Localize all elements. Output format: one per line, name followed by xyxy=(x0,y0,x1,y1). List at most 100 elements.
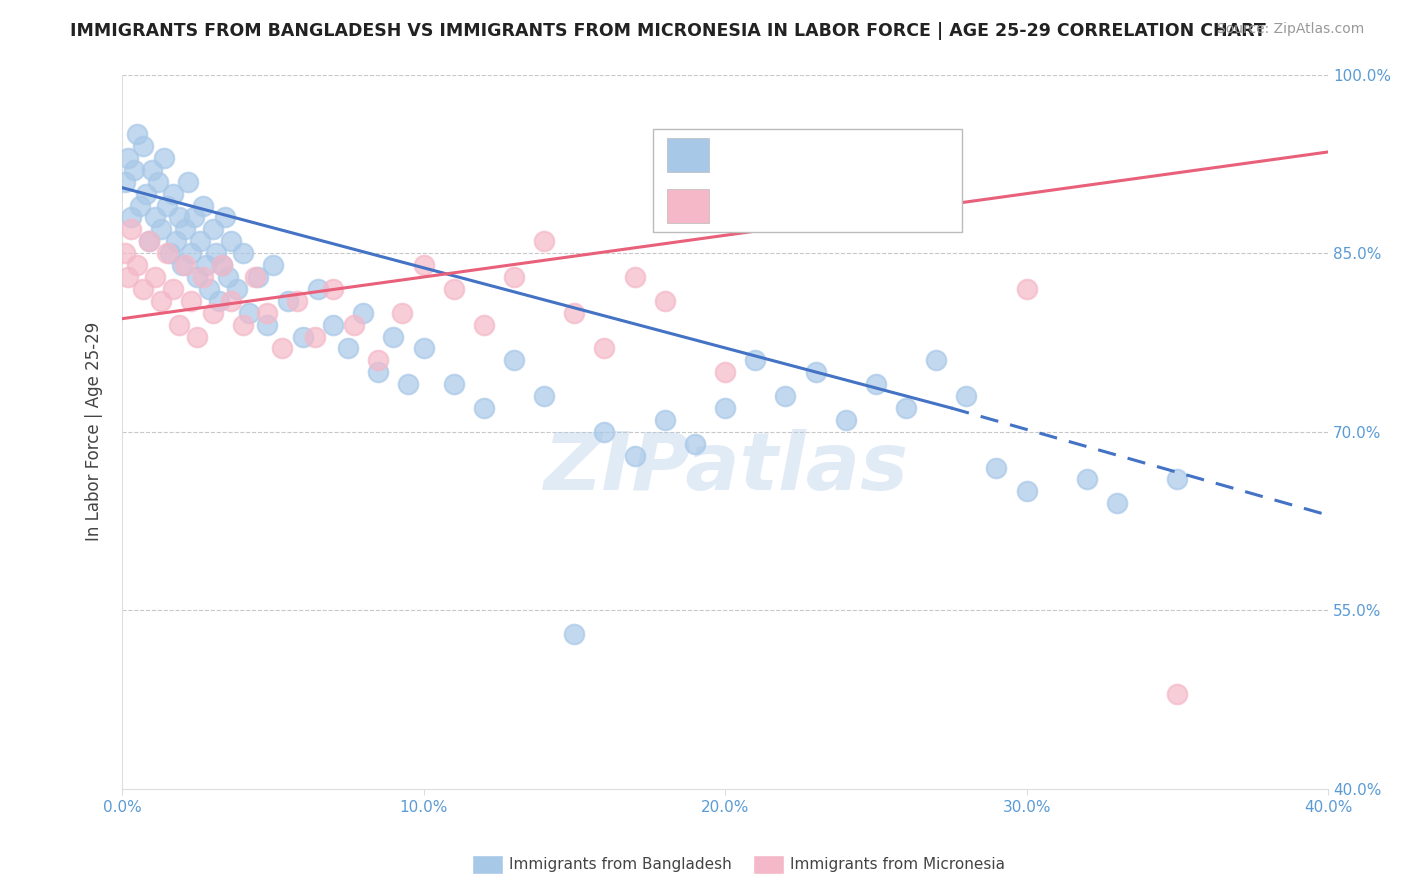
Point xyxy=(834,413,856,427)
Point xyxy=(204,246,226,260)
Point xyxy=(277,293,299,308)
Point xyxy=(654,293,676,308)
Point xyxy=(443,377,465,392)
Point xyxy=(398,377,420,392)
Point xyxy=(150,222,173,236)
Point xyxy=(412,258,434,272)
Point xyxy=(162,282,184,296)
Point xyxy=(562,306,585,320)
Point xyxy=(503,270,526,285)
Point xyxy=(503,353,526,368)
Point xyxy=(122,162,145,177)
Point xyxy=(156,246,179,260)
Point xyxy=(135,186,157,201)
Point xyxy=(172,258,194,272)
Point xyxy=(120,222,142,236)
Point xyxy=(193,270,215,285)
Point xyxy=(195,258,218,272)
Point xyxy=(219,234,242,248)
Point xyxy=(186,270,208,285)
Point xyxy=(1015,484,1038,499)
Point xyxy=(232,318,254,332)
Point xyxy=(198,282,221,296)
Point xyxy=(127,258,149,272)
Point xyxy=(214,211,236,225)
Point xyxy=(114,175,136,189)
Point xyxy=(391,306,413,320)
Point xyxy=(925,353,948,368)
Point xyxy=(270,342,292,356)
Point xyxy=(472,318,495,332)
Point xyxy=(1076,473,1098,487)
Y-axis label: In Labor Force | Age 25-29: In Labor Force | Age 25-29 xyxy=(86,322,103,541)
Point xyxy=(894,401,917,415)
Point xyxy=(1166,473,1188,487)
Point xyxy=(117,151,139,165)
Point xyxy=(343,318,366,332)
Point xyxy=(180,293,202,308)
Text: Immigrants from Bangladesh: Immigrants from Bangladesh xyxy=(509,857,731,871)
Point xyxy=(141,162,163,177)
Point xyxy=(1015,282,1038,296)
Text: IMMIGRANTS FROM BANGLADESH VS IMMIGRANTS FROM MICRONESIA IN LABOR FORCE | AGE 25: IMMIGRANTS FROM BANGLADESH VS IMMIGRANTS… xyxy=(70,22,1265,40)
Point xyxy=(177,175,200,189)
Point xyxy=(291,329,314,343)
Point xyxy=(138,234,160,248)
Text: Source: ZipAtlas.com: Source: ZipAtlas.com xyxy=(1216,22,1364,37)
Point xyxy=(593,342,616,356)
Point xyxy=(114,246,136,260)
Point xyxy=(143,270,166,285)
Point xyxy=(127,127,149,141)
Point xyxy=(165,234,187,248)
Point xyxy=(243,270,266,285)
Point xyxy=(162,186,184,201)
Point xyxy=(256,318,278,332)
Point xyxy=(533,234,555,248)
Point xyxy=(322,318,344,332)
Point xyxy=(623,449,645,463)
Point xyxy=(533,389,555,403)
Text: R = -0.278  N = 75: R = -0.278 N = 75 xyxy=(723,146,908,164)
Point xyxy=(412,342,434,356)
Point xyxy=(169,318,191,332)
Point xyxy=(683,436,706,450)
Point xyxy=(246,270,269,285)
Point xyxy=(207,293,229,308)
Point xyxy=(211,258,233,272)
Point xyxy=(367,353,389,368)
Point xyxy=(150,293,173,308)
Text: R =  0.133  N = 41: R = 0.133 N = 41 xyxy=(723,197,907,215)
Point xyxy=(562,627,585,641)
Point xyxy=(623,270,645,285)
Point xyxy=(804,365,827,379)
Point xyxy=(955,389,977,403)
Point xyxy=(138,234,160,248)
Point xyxy=(143,211,166,225)
Point xyxy=(132,139,155,153)
Point xyxy=(382,329,405,343)
Point xyxy=(219,293,242,308)
Point xyxy=(714,365,737,379)
Point xyxy=(169,211,191,225)
Point xyxy=(307,282,329,296)
Point xyxy=(775,389,797,403)
Point xyxy=(156,198,179,212)
Text: Immigrants from Micronesia: Immigrants from Micronesia xyxy=(790,857,1005,871)
Point xyxy=(986,460,1008,475)
Point xyxy=(193,198,215,212)
Point xyxy=(129,198,152,212)
Point xyxy=(211,258,233,272)
Point xyxy=(183,211,205,225)
Point xyxy=(174,222,197,236)
Point xyxy=(367,365,389,379)
Point xyxy=(352,306,374,320)
Point xyxy=(153,151,176,165)
Point xyxy=(304,329,326,343)
Point xyxy=(174,258,197,272)
Point xyxy=(593,425,616,439)
Point xyxy=(238,306,260,320)
Point xyxy=(190,234,212,248)
Point xyxy=(201,306,224,320)
Point xyxy=(132,282,155,296)
Point xyxy=(285,293,308,308)
